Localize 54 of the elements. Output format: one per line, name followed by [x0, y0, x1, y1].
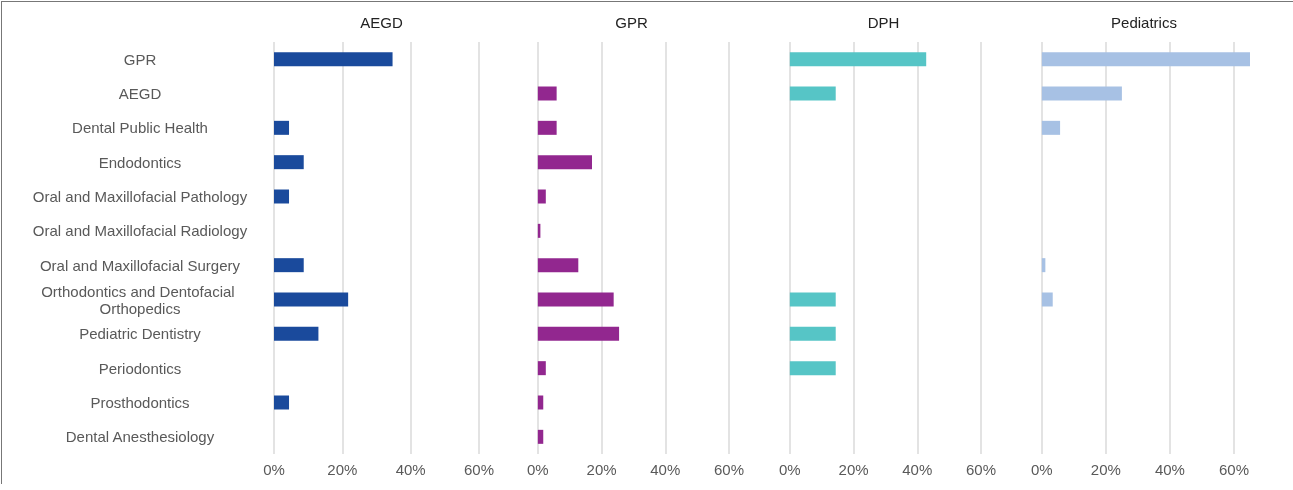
x-tick-label: 0% — [1031, 461, 1053, 478]
bar — [1041, 292, 1053, 307]
bar — [274, 189, 290, 204]
bar — [274, 326, 319, 341]
x-tick-label: 0% — [263, 461, 285, 478]
bar — [274, 292, 349, 307]
x-tick-label: 20% — [838, 461, 869, 478]
bar — [537, 189, 546, 204]
bar — [274, 155, 304, 170]
bar — [537, 155, 592, 170]
bar — [537, 429, 544, 444]
bar — [537, 120, 557, 135]
bar — [537, 258, 579, 273]
y-tick-label: Oral and Maxillofacial Radiology — [32, 222, 248, 240]
bar — [274, 120, 290, 135]
bar — [537, 395, 544, 410]
y-tick-label: Periodontics — [98, 359, 182, 377]
x-tick-label: 0% — [527, 461, 549, 478]
x-tick-label: 60% — [463, 461, 495, 478]
y-tick-label: Endodontics — [98, 153, 182, 171]
chart-title: Pediatrics — [1111, 14, 1177, 31]
x-tick-label: 40% — [1154, 461, 1185, 478]
bar — [537, 326, 620, 341]
bar — [274, 52, 393, 67]
bar — [537, 292, 614, 307]
chart-title: DPH — [867, 14, 900, 31]
y-tick-label: Dental Public Health — [72, 119, 208, 137]
bar — [1041, 52, 1250, 67]
x-tick-label: 60% — [1218, 461, 1249, 478]
y-tick-label: Pediatric Dentistry — [79, 325, 202, 343]
y-tick-label: AEGD — [118, 85, 162, 102]
y-tick-label: GPR — [123, 50, 157, 68]
y-tick-label: Prosthodontics — [90, 394, 190, 411]
x-tick-label: 60% — [713, 461, 745, 478]
bar — [537, 361, 546, 376]
y-tick-label: Oral and Maxillofacial Surgery — [39, 256, 241, 274]
x-tick-label: 20% — [1090, 461, 1121, 478]
x-tick-label: 0% — [779, 461, 801, 478]
x-tick-label: 20% — [327, 461, 358, 478]
x-tick-label: 40% — [902, 461, 933, 478]
y-tick-label: Oral and Maxillofacial Pathology — [32, 188, 248, 205]
bar — [274, 258, 304, 273]
x-tick-label: 60% — [965, 461, 997, 478]
y-tick-label: Dental Anesthesiology — [65, 428, 215, 446]
bar — [1041, 120, 1061, 135]
bar — [1041, 86, 1122, 101]
x-tick-label: 40% — [395, 461, 426, 478]
y-tick-label: Orthodontics and Dentofacial Orthopedics — [41, 282, 239, 317]
bar — [537, 86, 557, 101]
x-tick-label: 20% — [586, 461, 617, 478]
bar — [274, 395, 290, 410]
chart-title: GPR — [615, 14, 648, 31]
x-tick-label: 40% — [650, 461, 681, 478]
chart-title: AEGD — [360, 14, 403, 31]
